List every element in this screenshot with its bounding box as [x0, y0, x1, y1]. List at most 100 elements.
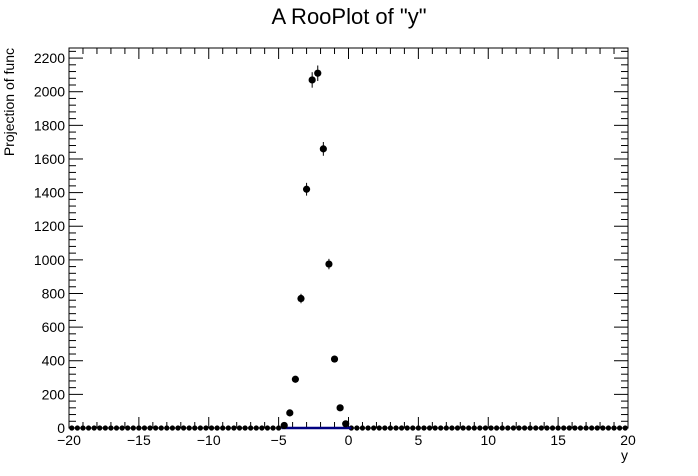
- zero-bin-point: [527, 425, 533, 431]
- y-tick-label: 1000: [34, 252, 65, 268]
- zero-bin-point: [449, 425, 455, 431]
- plot-border: [68, 47, 629, 429]
- zero-bin-point: [549, 425, 556, 431]
- y-tick-label: 2200: [34, 50, 65, 66]
- zero-bin-point: [220, 425, 226, 431]
- zero-bin-point: [125, 425, 131, 431]
- y-tick-label: 2000: [34, 84, 65, 100]
- x-axis-label: y: [621, 447, 628, 463]
- x-tick-label: 0: [345, 432, 353, 448]
- zero-bin-point: [600, 425, 606, 431]
- zero-bin-point: [108, 425, 114, 431]
- zero-bin-point: [387, 425, 394, 431]
- zero-bin-point: [622, 425, 628, 431]
- zero-bin-point: [555, 425, 561, 431]
- data-point: [308, 76, 316, 84]
- zero-bin-point: [141, 425, 148, 431]
- zero-bin-point: [164, 425, 170, 431]
- data-point: [330, 355, 339, 363]
- zero-bin-point: [477, 425, 483, 431]
- zero-bin-point: [488, 425, 494, 431]
- zero-bin-point: [270, 425, 276, 431]
- zero-bin-point: [466, 425, 472, 431]
- zero-bin-point: [242, 425, 248, 431]
- zero-bin-point: [236, 425, 243, 431]
- zero-bin-point: [276, 425, 282, 431]
- zero-bin-point: [97, 425, 103, 431]
- y-tick-label: 1200: [34, 218, 65, 234]
- zero-bin-point: [119, 425, 125, 431]
- zero-bin-point: [382, 425, 388, 431]
- zero-bin-point: [577, 425, 584, 431]
- zero-bin-point: [460, 425, 466, 431]
- zero-bin-point: [589, 425, 595, 431]
- zero-bin-point: [102, 425, 108, 431]
- zero-bin-point: [153, 425, 159, 431]
- x-tick-label: −15: [127, 432, 151, 448]
- data-point: [336, 404, 344, 412]
- zero-bin-point: [399, 425, 405, 431]
- zero-bin-point: [158, 425, 164, 431]
- zero-bin-point: [605, 425, 612, 431]
- zero-bin-point: [203, 425, 209, 431]
- zero-bin-point: [510, 425, 517, 431]
- zero-bin-point: [253, 425, 259, 431]
- data-point: [291, 375, 299, 383]
- zero-bin-point: [393, 425, 399, 431]
- plot-frame: [68, 47, 629, 429]
- zero-bin-point: [617, 425, 623, 431]
- zero-bin-point: [264, 425, 271, 431]
- zero-bin-point: [566, 425, 572, 431]
- data-point: [314, 69, 322, 77]
- zero-bin-point: [365, 425, 371, 431]
- zero-bin-point: [594, 425, 600, 431]
- zero-bin-point: [438, 425, 444, 431]
- data-point: [325, 260, 333, 268]
- zero-bin-point: [432, 425, 438, 431]
- zero-bin-point: [471, 425, 477, 431]
- zero-bin-point: [561, 425, 567, 431]
- zero-bin-point: [192, 425, 198, 431]
- zero-bin-point: [359, 425, 366, 431]
- zero-bin-point: [533, 425, 539, 431]
- data-point: [280, 421, 288, 430]
- zero-bin-point: [197, 425, 203, 431]
- y-tick-label: 600: [42, 319, 66, 335]
- zero-bin-point: [415, 425, 421, 431]
- y-tick-label: 1600: [34, 151, 65, 167]
- zero-bin-point: [180, 425, 187, 431]
- zero-bins: [68, 425, 629, 431]
- y-tick-label: 200: [42, 386, 66, 402]
- zero-bin-point: [410, 425, 416, 431]
- data-points: [280, 65, 350, 430]
- zero-bin-point: [494, 425, 500, 431]
- zero-bin-point: [421, 425, 427, 431]
- zero-bin-point: [80, 425, 86, 431]
- zero-bin-point: [538, 425, 544, 431]
- zero-bin-point: [505, 425, 511, 431]
- x-tick-label: −20: [57, 432, 81, 448]
- data-point: [286, 409, 294, 417]
- zero-bin-point: [208, 425, 215, 431]
- y-tick-label: 1400: [34, 185, 65, 201]
- zero-bin-point: [443, 425, 449, 431]
- x-tick-label: 15: [550, 432, 566, 448]
- zero-bin-point: [572, 425, 578, 431]
- zero-bin-point: [231, 425, 237, 431]
- zero-bin-point: [544, 425, 550, 431]
- y-tick-label: 0: [57, 420, 65, 436]
- zero-bin-point: [169, 425, 176, 431]
- zero-bin-point: [214, 425, 220, 431]
- x-tick-label: 10: [480, 432, 496, 448]
- chart-title: A RooPlot of "y": [271, 4, 426, 29]
- x-tick-label: −5: [271, 432, 287, 448]
- zero-bin-point: [91, 425, 97, 431]
- zero-bin-point: [376, 425, 382, 431]
- zero-bin-point: [147, 425, 153, 431]
- data-point: [319, 145, 327, 153]
- zero-bin-point: [404, 425, 410, 431]
- x-tick-label: 20: [620, 432, 636, 448]
- zero-bin-point: [85, 425, 92, 431]
- zero-bin-point: [248, 425, 254, 431]
